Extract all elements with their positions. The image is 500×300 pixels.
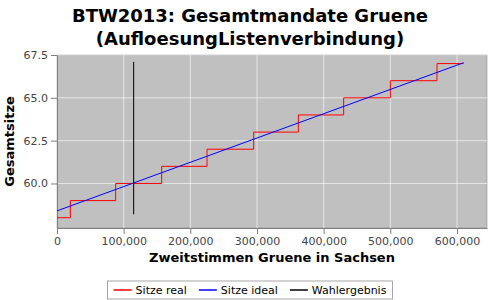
legend-item: Sitze ideal xyxy=(199,284,278,297)
grid-line xyxy=(57,55,487,56)
y-tick: 65.0 xyxy=(24,92,58,105)
x-tick-mark xyxy=(190,228,191,234)
x-tick: 500,000 xyxy=(368,228,414,248)
legend-label: Wahlergebnis xyxy=(312,284,387,297)
legend: Sitze real Sitze ideal Wahlergebnis xyxy=(108,281,393,299)
legend-item: Wahlergebnis xyxy=(290,284,387,297)
x-tick-mark xyxy=(324,228,325,234)
x-tick: 200,000 xyxy=(168,228,214,248)
legend-item: Sitze real xyxy=(114,284,187,297)
y-tick-label: 65.0 xyxy=(24,92,49,105)
x-tick: 300,000 xyxy=(235,228,281,248)
legend-swatch xyxy=(290,289,308,291)
grid-line xyxy=(457,55,458,228)
x-axis: 0 100,000 200,000 300,000 400,000 500,000 600,… xyxy=(54,228,488,248)
plot-area xyxy=(57,55,487,228)
x-tick: 100,000 xyxy=(101,228,146,248)
legend-label: Sitze real xyxy=(136,284,187,297)
y-axis: 60.0 62.5 65.0 67.5 xyxy=(24,49,58,228)
x-tick-label: 500,000 xyxy=(368,235,414,248)
grid-line xyxy=(323,55,324,228)
x-tick-mark xyxy=(124,228,125,234)
y-tick-label: 60.0 xyxy=(24,177,49,190)
x-tick-label: 200,000 xyxy=(168,235,214,248)
x-tick-label: 400,000 xyxy=(301,235,347,248)
grid-line xyxy=(57,140,487,141)
x-tick-label: 600,000 xyxy=(435,235,481,248)
grid-line xyxy=(123,55,124,228)
y-tick-label: 67.5 xyxy=(24,49,49,62)
x-tick-label: 300,000 xyxy=(235,235,281,248)
legend-box xyxy=(108,281,393,299)
legend-label: Sitze ideal xyxy=(221,284,278,297)
y-tick: 60.0 xyxy=(24,177,58,190)
series-line xyxy=(57,64,464,218)
x-axis-title: Zweitstimmen Gruene in Sachsen xyxy=(149,250,395,265)
y-axis-line xyxy=(57,56,58,229)
grid-line xyxy=(57,97,487,98)
title: BTW2013: Gesamtmandate Gruene xyxy=(72,5,428,26)
grid-line xyxy=(257,55,258,228)
y-tick: 62.5 xyxy=(24,135,58,148)
y-tick-label: 62.5 xyxy=(24,135,49,148)
x-tick-mark xyxy=(57,228,58,234)
grid-line xyxy=(190,55,191,228)
y-tick-mark xyxy=(51,98,57,99)
legend-swatch xyxy=(199,289,217,291)
x-tick: 600,000 xyxy=(435,228,481,248)
y-tick-mark xyxy=(51,141,57,142)
x-tick-mark xyxy=(257,228,258,234)
y-tick-mark xyxy=(51,55,57,56)
chart: BTW2013: Gesamtmandate Gruene(Aufloesung… xyxy=(0,0,500,300)
y-tick-mark xyxy=(51,183,57,184)
y-axis-title: Gesamtsitze xyxy=(2,96,17,187)
series-line xyxy=(57,63,464,211)
subtitle: (AufloesungListenverbindung) xyxy=(96,28,404,49)
x-tick-label: 100,000 xyxy=(101,235,146,248)
x-tick-mark xyxy=(457,228,458,234)
y-tick: 67.5 xyxy=(24,49,58,62)
series-group xyxy=(57,62,464,218)
grid xyxy=(57,55,487,228)
series-line xyxy=(133,62,134,214)
x-tick-mark xyxy=(390,228,391,234)
x-tick-label: 0 xyxy=(54,235,61,248)
x-tick: 0 xyxy=(54,228,61,248)
x-tick: 400,000 xyxy=(301,228,347,248)
legend-swatch xyxy=(114,289,132,291)
x-axis-line xyxy=(58,228,488,229)
